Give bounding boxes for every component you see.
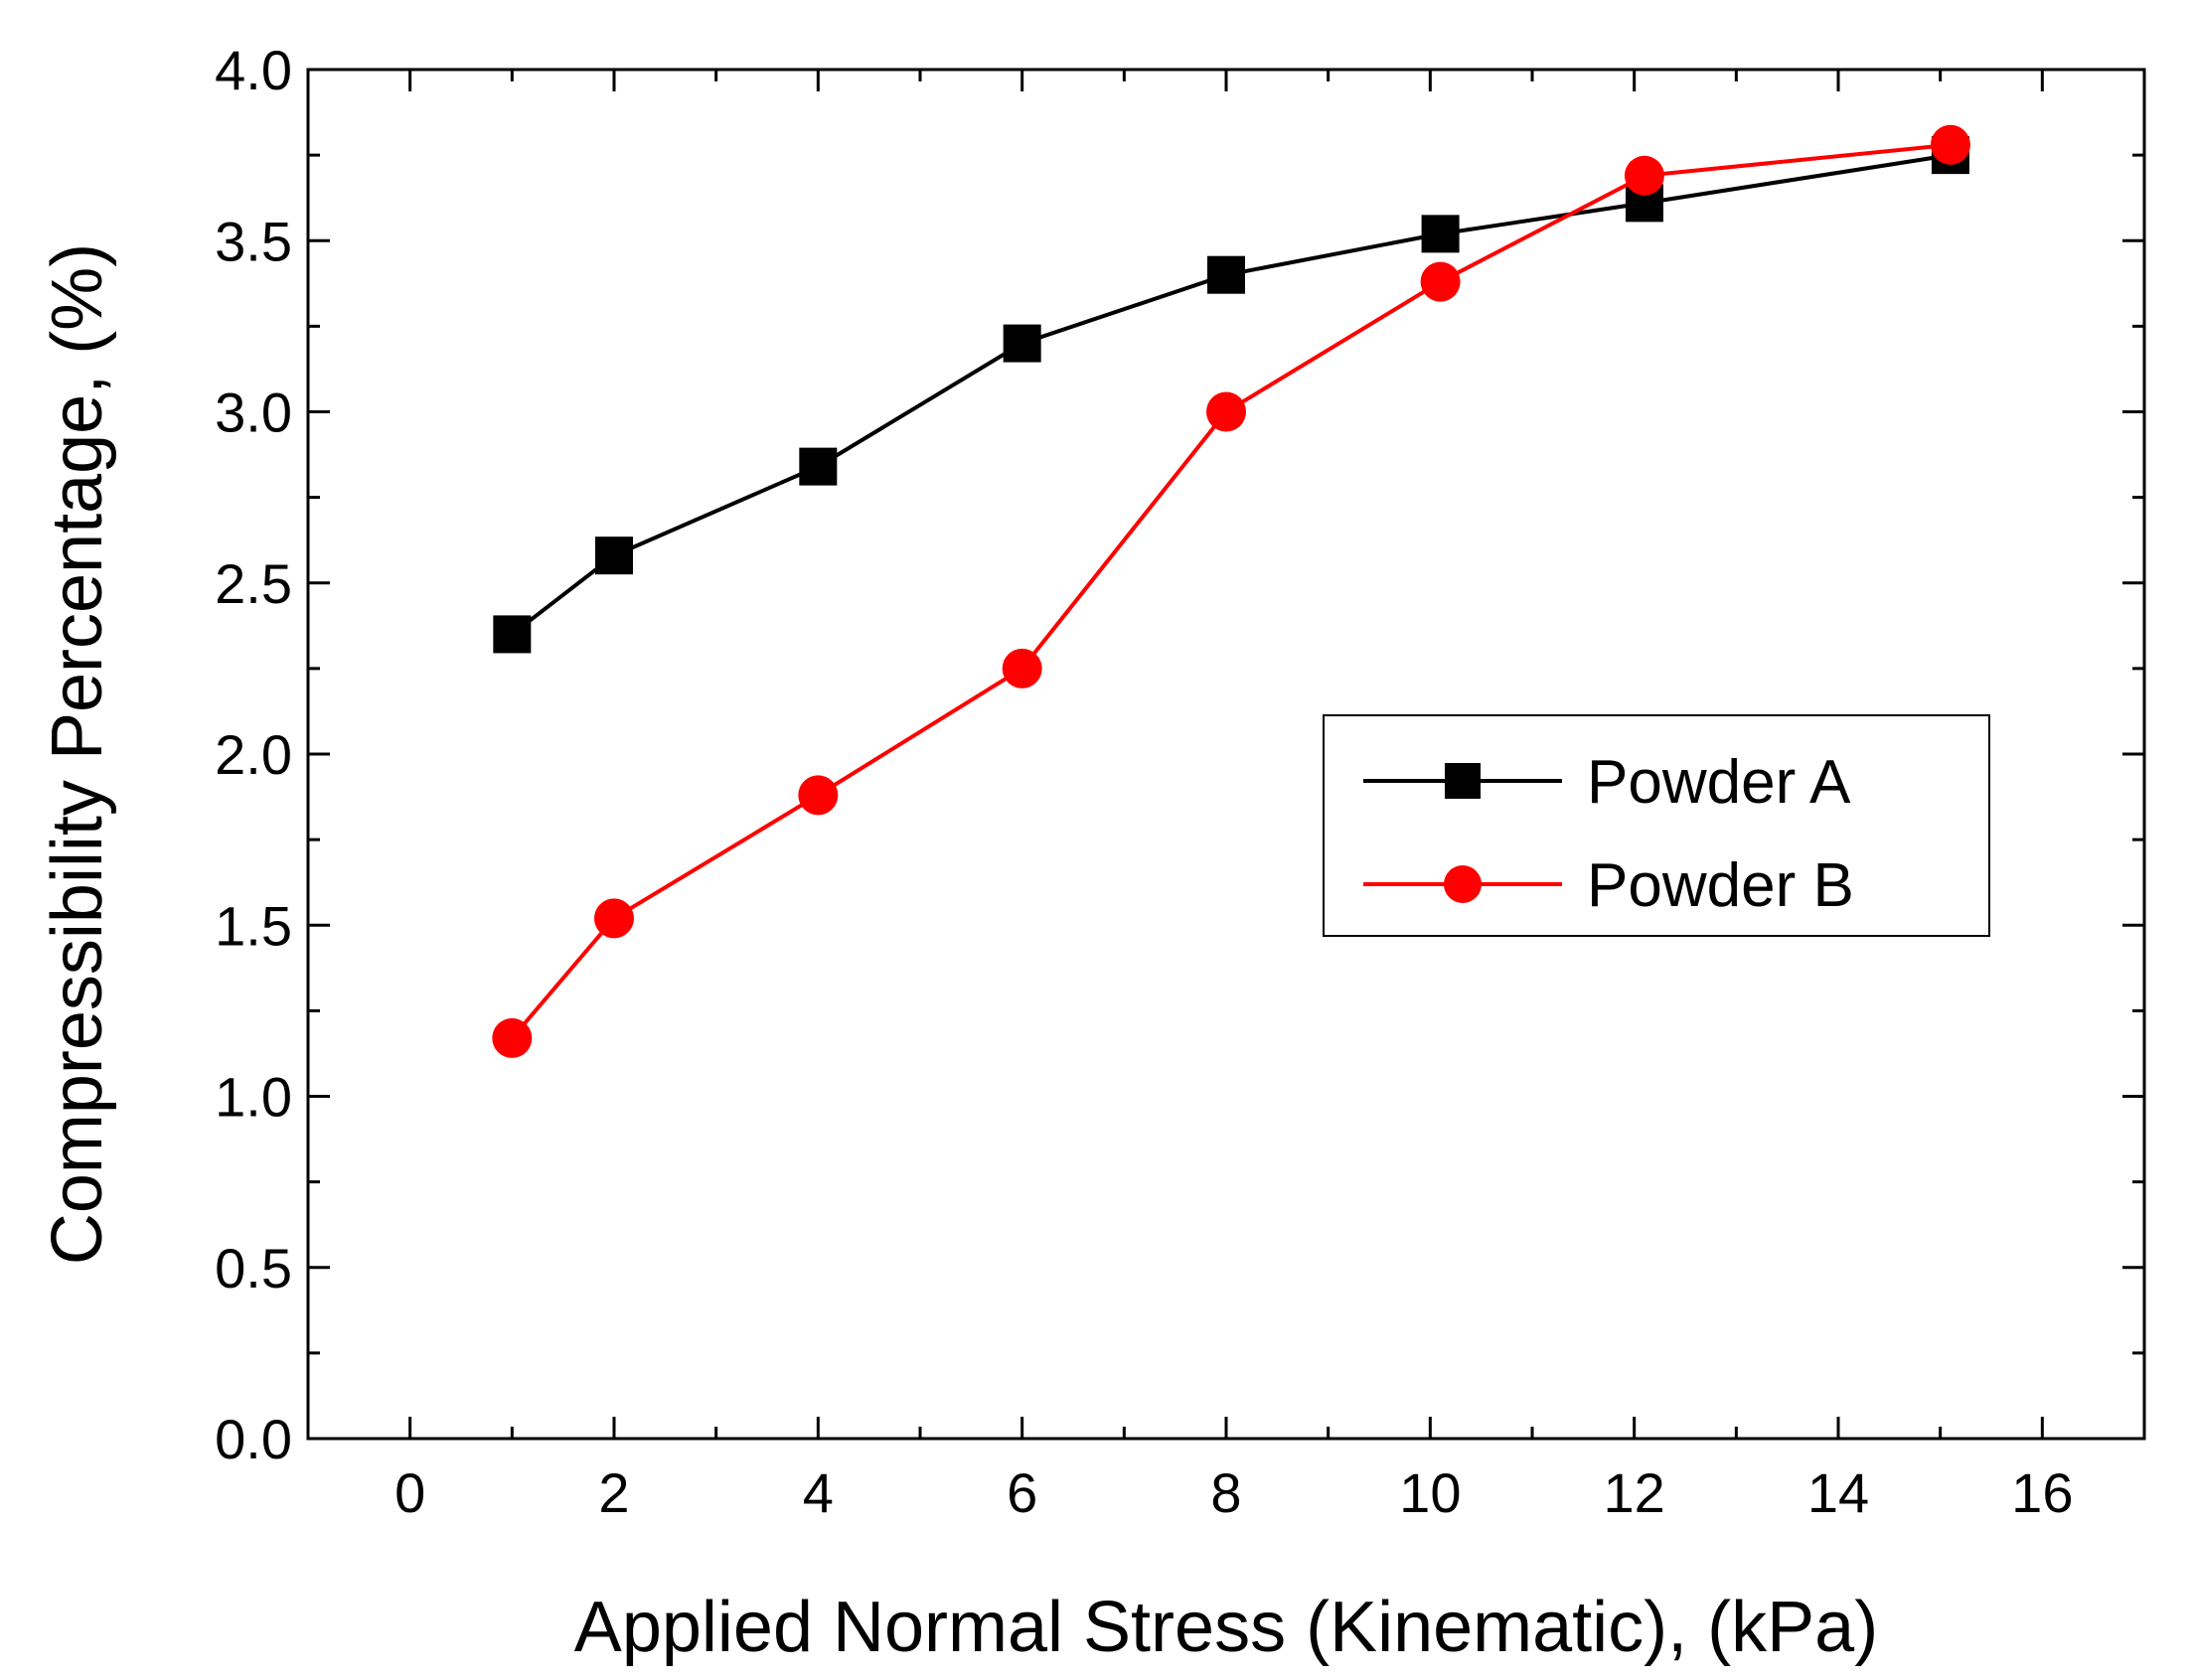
legend-marker-powder-b <box>1444 865 1482 903</box>
legend: Powder A Powder B <box>1323 714 1990 937</box>
y-tick-label: 3.0 <box>215 382 292 444</box>
x-tick-label: 6 <box>1007 1461 1037 1524</box>
x-tick-label: 10 <box>1399 1461 1461 1524</box>
data-point-powder-b <box>1930 124 1970 165</box>
data-point-powder-a <box>1421 215 1460 253</box>
data-point-powder-b <box>492 1017 533 1058</box>
data-point-powder-b <box>594 898 634 939</box>
y-tick-label: 2.5 <box>215 552 292 615</box>
y-tick-label: 0.0 <box>215 1408 292 1470</box>
y-tick-label: 0.5 <box>215 1237 292 1299</box>
legend-marker-powder-a <box>1445 763 1481 799</box>
data-point-powder-b <box>1002 648 1042 688</box>
y-tick-label: 1.5 <box>215 894 292 957</box>
y-axis-label: Compressibility Percentage, (%) <box>38 243 117 1265</box>
y-tick-label: 1.0 <box>215 1066 292 1129</box>
data-point-powder-a <box>799 447 838 486</box>
data-point-powder-b <box>1420 261 1461 302</box>
x-tick-label: 0 <box>394 1461 425 1524</box>
legend-label-powder-b: Powder B <box>1587 851 1854 920</box>
y-tick-label: 4.0 <box>215 39 292 101</box>
x-axis: 0 2 4 6 8 10 12 14 16 <box>306 70 2146 1524</box>
data-point-powder-b <box>1624 155 1664 196</box>
y-tick-label: 2.0 <box>215 723 292 786</box>
x-tick-label: 16 <box>2011 1461 2073 1524</box>
series-layer <box>492 124 1970 1058</box>
data-point-powder-a <box>595 536 633 575</box>
legend-box <box>1323 714 1990 937</box>
series-line-powder-a <box>511 153 1952 637</box>
data-point-powder-a <box>493 615 532 654</box>
x-axis-label: Applied Normal Stress (Kinematic), (kPa) <box>574 1588 1878 1667</box>
data-point-powder-b <box>798 775 839 816</box>
x-tick-label: 8 <box>1210 1461 1241 1524</box>
data-point-powder-b <box>1206 391 1246 432</box>
x-tick-label: 12 <box>1604 1461 1665 1524</box>
x-tick-label: 2 <box>598 1461 629 1524</box>
y-tick-label: 3.5 <box>215 210 292 272</box>
data-point-powder-a <box>1207 255 1245 294</box>
x-tick-label: 14 <box>1807 1461 1869 1524</box>
x-tick-label: 4 <box>803 1461 834 1524</box>
legend-label-powder-a: Powder A <box>1587 748 1851 817</box>
series-line-powder-b <box>510 142 1952 1040</box>
y-axis: 0.0 0.5 1.0 1.5 2.0 2.5 3.0 3.5 4.0 <box>215 39 2144 1470</box>
data-point-powder-a <box>1003 324 1041 363</box>
